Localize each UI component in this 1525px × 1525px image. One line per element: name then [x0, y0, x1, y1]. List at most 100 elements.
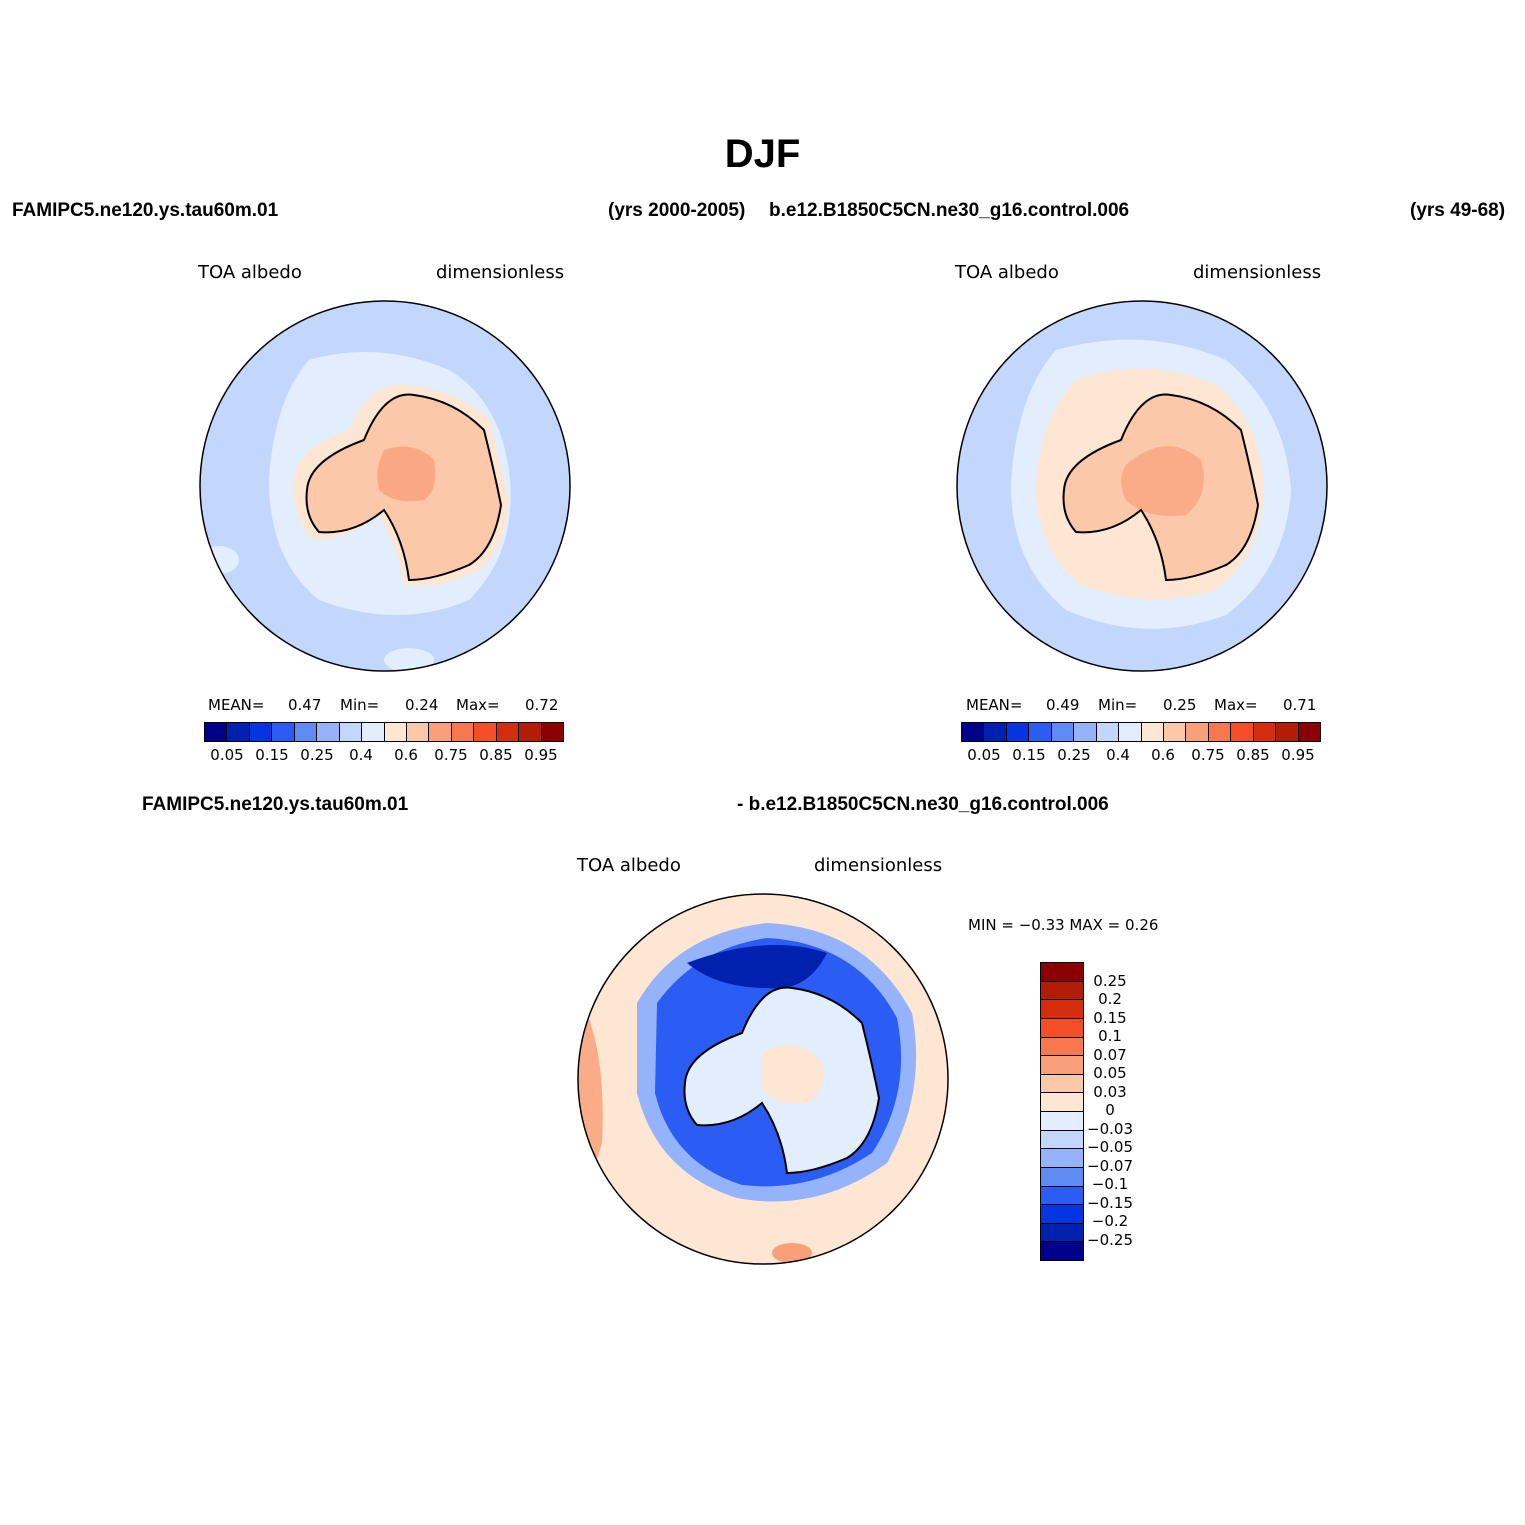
panel1-polar-map	[199, 300, 571, 672]
diff-colorbar-tick: 0.15	[1093, 1009, 1127, 1027]
colorbar-swatch	[1006, 723, 1030, 741]
panel1-units-label: dimensionless	[436, 262, 565, 283]
colorbar-swatch	[249, 723, 273, 741]
panel2-colorbar-tick: 0.25	[1057, 746, 1091, 764]
colorbar-swatch	[1041, 1056, 1083, 1075]
panel2-colorbar-tick: 0.75	[1191, 746, 1225, 764]
panel1-min-label: Min=	[340, 696, 380, 714]
diff-min-max: MIN = −0.33 MAX = 0.26	[968, 916, 1159, 934]
colorbar-swatch	[1096, 723, 1120, 741]
diff-header-right: - b.e12.B1850C5CN.ne30_g16.control.006	[737, 794, 1109, 815]
colorbar-swatch	[451, 723, 475, 741]
panel1-mean-label: MEAN=	[208, 696, 265, 714]
panel2-max-label: Max=	[1214, 696, 1258, 714]
diff-colorbar-tick: −0.03	[1087, 1120, 1133, 1138]
diff-colorbar-tick: −0.15	[1087, 1194, 1133, 1212]
panel2-mean-value: 0.49	[1046, 696, 1080, 714]
panel2-colorbar	[961, 722, 1321, 742]
colorbar-swatch	[1041, 1205, 1083, 1224]
colorbar-swatch	[205, 723, 228, 741]
right-case-name: b.e12.B1850C5CN.ne30_g16.control.006	[769, 200, 1130, 221]
panel2-colorbar-tick: 0.4	[1106, 746, 1130, 764]
diff-colorbar-tick: 0.2	[1098, 990, 1122, 1008]
colorbar-swatch	[984, 723, 1007, 741]
left-case-years: (yrs 2000-2005)	[608, 200, 746, 221]
colorbar-swatch	[1041, 1074, 1083, 1094]
figure-title: DJF	[724, 132, 801, 176]
panel1-colorbar-tick: 0.95	[524, 746, 558, 764]
panel2-max-value: 0.71	[1283, 696, 1317, 714]
panel2-colorbar-tick: 0.95	[1281, 746, 1315, 764]
colorbar-swatch	[474, 723, 497, 741]
colorbar-swatch	[962, 723, 985, 741]
panel2-colorbar-tick: 0.6	[1151, 746, 1175, 764]
colorbar-swatch	[1074, 723, 1097, 741]
panel2-min-value: 0.25	[1163, 696, 1197, 714]
colorbar-swatch	[384, 723, 407, 741]
colorbar-swatch	[1041, 1149, 1083, 1168]
panel1-max-value: 0.72	[525, 696, 559, 714]
colorbar-swatch	[1141, 723, 1164, 741]
diff-colorbar-tick: 0.03	[1093, 1083, 1127, 1101]
colorbar-swatch	[1041, 1186, 1083, 1206]
panel1-colorbar-tick: 0.75	[434, 746, 468, 764]
colorbar-swatch	[317, 723, 340, 741]
panel2-mean-label: MEAN=	[966, 696, 1023, 714]
colorbar-swatch	[227, 723, 250, 741]
diff-colorbar-tick: −0.2	[1091, 1212, 1129, 1230]
diff-colorbar-tick: −0.1	[1091, 1175, 1129, 1193]
panel1-colorbar-tick: 0.4	[349, 746, 373, 764]
panel2-polar-map	[956, 300, 1328, 672]
panel1-variable-label: TOA albedo	[198, 262, 302, 283]
diff-variable-label: TOA albedo	[577, 855, 681, 876]
colorbar-swatch	[1119, 723, 1142, 741]
colorbar-swatch	[1029, 723, 1052, 741]
colorbar-swatch	[1041, 1223, 1083, 1243]
diff-colorbar-tick: 0.07	[1093, 1046, 1127, 1064]
colorbar-swatch	[362, 723, 385, 741]
colorbar-swatch	[496, 723, 520, 741]
panel1-colorbar-tick: 0.85	[479, 746, 513, 764]
colorbar-swatch	[272, 723, 295, 741]
diff-colorbar-tick: 0.1	[1098, 1027, 1122, 1045]
right-case-years: (yrs 49-68)	[1410, 200, 1506, 221]
panel2-units-label: dimensionless	[1193, 262, 1322, 283]
colorbar-swatch	[1253, 723, 1277, 741]
colorbar-swatch	[1041, 981, 1083, 1001]
panel2-colorbar-tick: 0.85	[1236, 746, 1270, 764]
colorbar-swatch	[1041, 1093, 1083, 1112]
colorbar-swatch	[519, 723, 542, 741]
panel1-max-label: Max=	[456, 696, 500, 714]
colorbar-swatch	[1041, 1242, 1083, 1260]
diff-colorbar-tick: 0	[1105, 1101, 1115, 1119]
diff-colorbar-tick: 0.25	[1093, 972, 1127, 990]
colorbar-swatch	[1231, 723, 1254, 741]
colorbar-swatch	[1276, 723, 1299, 741]
diff-units-label: dimensionless	[814, 855, 943, 876]
panel1-mean-value: 0.47	[288, 696, 322, 714]
colorbar-swatch	[1298, 723, 1320, 741]
panel1-min-value: 0.24	[405, 696, 439, 714]
colorbar-swatch	[1051, 723, 1075, 741]
panel2-colorbar-tick: 0.05	[967, 746, 1001, 764]
panel2-variable-label: TOA albedo	[955, 262, 1059, 283]
colorbar-swatch	[1041, 1018, 1083, 1038]
diff-colorbar-tick: −0.05	[1087, 1138, 1133, 1156]
colorbar-swatch	[294, 723, 318, 741]
panel1-colorbar-tick: 0.25	[300, 746, 334, 764]
diff-colorbar-tick: 0.05	[1093, 1064, 1127, 1082]
diff-polar-map	[577, 893, 949, 1265]
left-case-name: FAMIPC5.ne120.ys.tau60m.01	[12, 200, 279, 221]
diff-colorbar-tick: −0.07	[1087, 1157, 1133, 1175]
colorbar-swatch	[1041, 1112, 1083, 1131]
panel1-colorbar	[204, 722, 564, 742]
colorbar-swatch	[541, 723, 563, 741]
colorbar-swatch	[339, 723, 363, 741]
colorbar-swatch	[1041, 1130, 1083, 1150]
diff-colorbar-tick: −0.25	[1087, 1231, 1133, 1249]
diff-colorbar	[1040, 962, 1084, 1261]
colorbar-swatch	[1041, 1000, 1083, 1019]
colorbar-swatch	[1041, 1037, 1083, 1057]
colorbar-swatch	[1208, 723, 1232, 741]
diff-header-left: FAMIPC5.ne120.ys.tau60m.01	[142, 794, 409, 815]
